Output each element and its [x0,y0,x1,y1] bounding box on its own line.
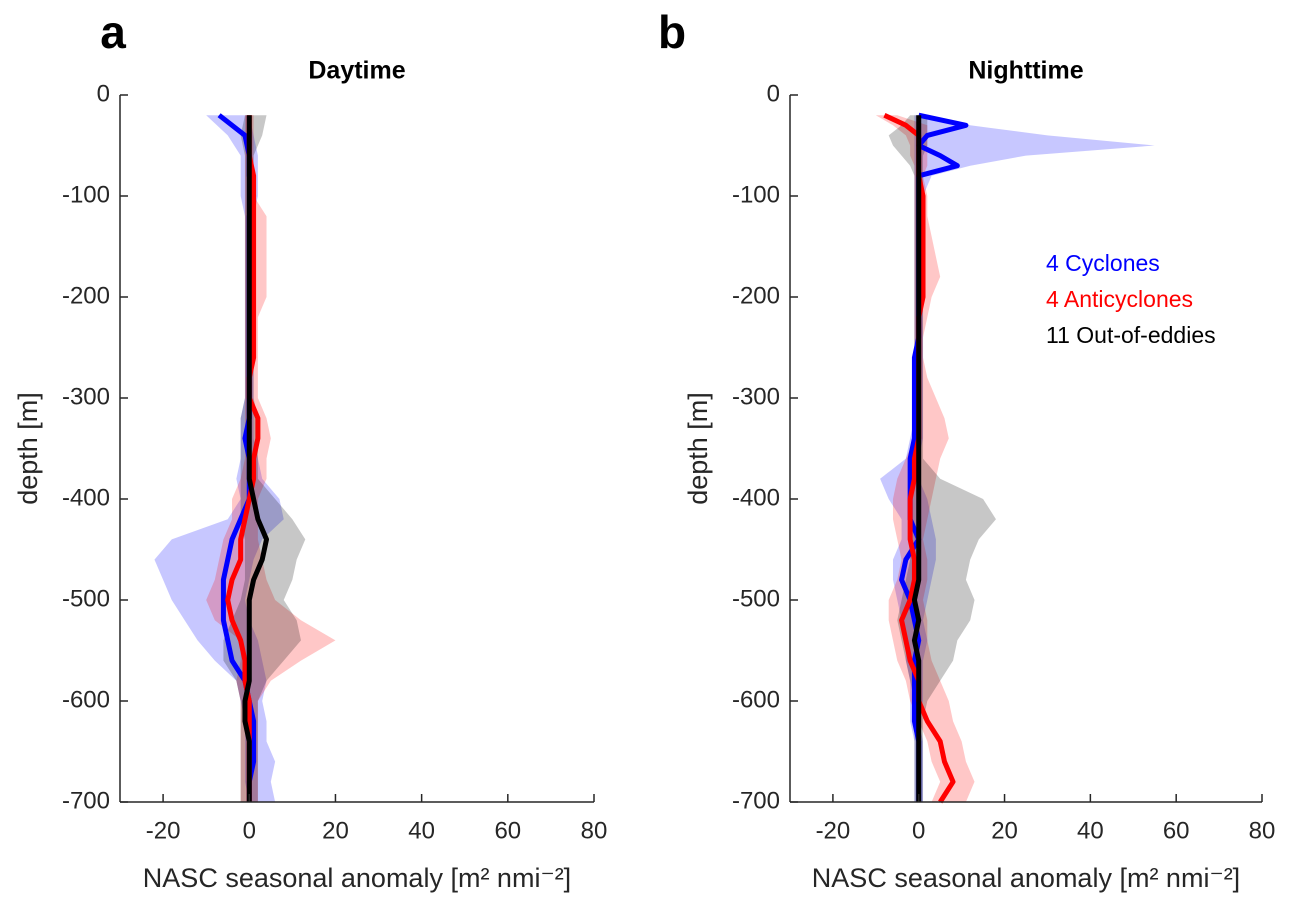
y-axis-label: depth [m] [683,392,713,505]
y-tick-label: -400 [732,484,780,511]
y-tick-label: -200 [62,282,110,309]
chart-title: Daytime [308,57,405,85]
profile-line [242,115,270,802]
x-tick-label: 20 [322,817,349,844]
x-tick-label: 40 [408,817,435,844]
legend-entry: 11 Out-of-eddies [1046,322,1216,348]
legend-entry: 4 Anticyclones [1046,286,1193,312]
y-tick-label: -700 [62,787,110,814]
range-band [875,115,975,802]
y-tick-label: -100 [732,181,780,208]
x-axis-label: NASC seasonal anomaly [m² nmi⁻²] [812,863,1240,893]
y-tick-label: -400 [62,484,110,511]
x-tick-label: 60 [494,817,521,844]
y-tick-label: -200 [732,282,780,309]
y-tick-label: -100 [62,181,110,208]
chart-title: Nighttime [968,57,1083,85]
panel: b Nighttime depth [m] NASC seasonal anomaly… [658,6,1275,893]
legend-entry: 4 Cyclones [1046,250,1160,276]
y-tick-label: -700 [732,787,780,814]
x-tick-label: 0 [912,817,925,844]
y-tick-label: -300 [732,383,780,410]
x-tick-label: 60 [1163,817,1190,844]
y-tick-label: -600 [62,686,110,713]
x-tick-label: 80 [581,817,608,844]
panel-label: a [100,6,126,58]
y-tick-label: -500 [732,585,780,612]
x-tick-label: -20 [816,817,851,844]
range-band [223,115,306,802]
x-tick-label: 0 [243,817,256,844]
y-tick-label: 0 [767,80,780,107]
x-axis-label: NASC seasonal anomaly [m² nmi⁻²] [143,863,571,893]
y-axis-label: depth [m] [13,392,43,505]
profile-line [911,115,922,802]
x-tick-label: 20 [991,817,1018,844]
x-tick-label: 40 [1077,817,1104,844]
range-band [206,115,336,802]
panel-label: b [658,6,686,58]
y-tick-label: 0 [97,80,110,107]
x-tick-label: 80 [1249,817,1276,844]
x-tick-label: -20 [146,817,181,844]
y-tick-label: -600 [732,686,780,713]
panel: a Daytime depth [m] NASC seasonal anomaly [… [13,6,607,893]
y-tick-label: -300 [62,383,110,410]
y-tick-label: -500 [62,585,110,612]
